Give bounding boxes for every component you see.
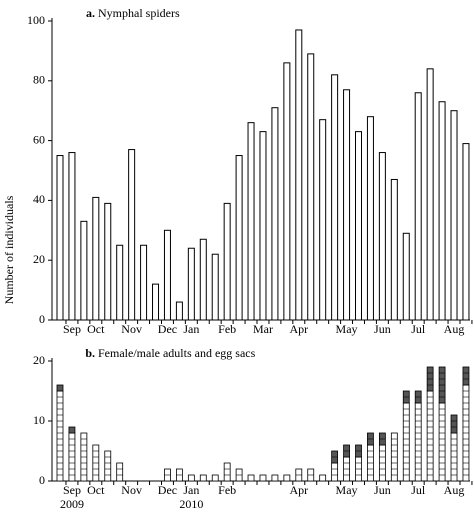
y-tick-label: 10: [33, 413, 45, 427]
bar: [414, 92, 422, 321]
bar: [462, 143, 470, 321]
y-tick-label: 60: [33, 132, 45, 146]
y-tick-label: 0: [39, 473, 45, 487]
bar-segment: [187, 474, 195, 482]
bar: [390, 178, 398, 321]
bar: [104, 202, 112, 321]
bar: [247, 122, 255, 321]
bar: [283, 62, 291, 321]
bar: [343, 89, 351, 321]
bar: [235, 155, 243, 321]
x-tick-label: Jan: [183, 322, 199, 336]
panel-label: a.: [86, 6, 95, 20]
bar-segment: [211, 474, 219, 482]
bar: [199, 238, 207, 321]
y-tick-label: 20: [33, 252, 45, 266]
bar: [56, 155, 64, 321]
x-tick-label: May: [336, 483, 358, 497]
x-tick-label: Jun: [374, 483, 391, 497]
bar: [163, 229, 171, 321]
bar: [116, 244, 124, 321]
x-tick-label: Dec: [158, 483, 177, 497]
panel-label: b.: [85, 346, 95, 360]
y-tick-label: 40: [33, 192, 45, 206]
y-tick-label: 80: [33, 73, 45, 87]
x-tick-label: Nov: [121, 483, 142, 497]
x-tick-label: Jul: [411, 322, 426, 336]
x-tick-label: Oct: [87, 322, 105, 336]
bar: [259, 131, 267, 321]
x-year-label: 2009: [60, 497, 84, 511]
x-tick-label: Oct: [87, 483, 105, 497]
x-tick-label: Jul: [411, 483, 426, 497]
x-tick-label: Aug: [444, 483, 465, 497]
panel-title: Nymphal spiders: [98, 6, 180, 20]
bar: [187, 247, 195, 321]
bar: [295, 29, 303, 321]
bar-segment: [223, 462, 231, 482]
bar: [450, 110, 458, 321]
bar-segment: [56, 390, 64, 482]
bar: [402, 232, 410, 321]
bar: [175, 301, 183, 321]
bar-segment: [426, 390, 434, 482]
x-tick-label: May: [336, 322, 358, 336]
bar-segment: [56, 384, 64, 392]
bar: [140, 244, 148, 321]
bar-segment: [116, 462, 124, 482]
bar: [128, 149, 136, 321]
bar: [80, 220, 88, 321]
y-axis-label: Number of individuals: [2, 195, 16, 304]
bar-segment: [199, 474, 207, 482]
bar: [355, 131, 362, 321]
bar-segment: [462, 366, 470, 386]
bar: [271, 107, 279, 321]
bar-segment: [283, 474, 291, 482]
bar-segment: [247, 474, 255, 482]
x-tick-label: Apr: [289, 322, 308, 336]
bar-segment: [104, 450, 112, 482]
bar: [307, 53, 315, 321]
x-tick-label: Dec: [158, 322, 177, 336]
bar-segment: [259, 474, 267, 482]
x-tick-label: Nov: [121, 322, 142, 336]
bar: [438, 101, 446, 321]
bar-segment: [319, 474, 327, 482]
panel-title: Female/male adults and egg sacs: [98, 346, 256, 360]
bar-segment: [450, 414, 458, 434]
x-tick-label: Feb: [218, 322, 236, 336]
bar: [92, 196, 100, 321]
bar: [378, 152, 386, 321]
x-tick-label: Jan: [183, 483, 199, 497]
x-year-label: 2010: [179, 497, 203, 511]
y-tick-label: 20: [33, 353, 45, 367]
x-tick-label: Feb: [218, 483, 236, 497]
bar: [426, 68, 434, 321]
bar-segment: [271, 474, 279, 482]
x-tick-label: Jun: [374, 322, 391, 336]
bar: [152, 283, 160, 321]
bar: [68, 152, 76, 321]
bar: [319, 119, 327, 321]
bar: [331, 74, 339, 321]
bar-segment: [68, 426, 76, 434]
x-tick-label: Sep: [63, 322, 81, 336]
bar: [366, 116, 374, 321]
x-tick-label: Mar: [253, 322, 273, 336]
bar-segment: [331, 462, 339, 482]
x-tick-label: Aug: [444, 322, 465, 336]
bar: [223, 202, 231, 321]
y-tick-label: 100: [27, 13, 45, 27]
y-tick-label: 0: [39, 312, 45, 326]
x-tick-label: Apr: [289, 483, 308, 497]
bar: [211, 253, 219, 321]
x-tick-label: Sep: [63, 483, 81, 497]
